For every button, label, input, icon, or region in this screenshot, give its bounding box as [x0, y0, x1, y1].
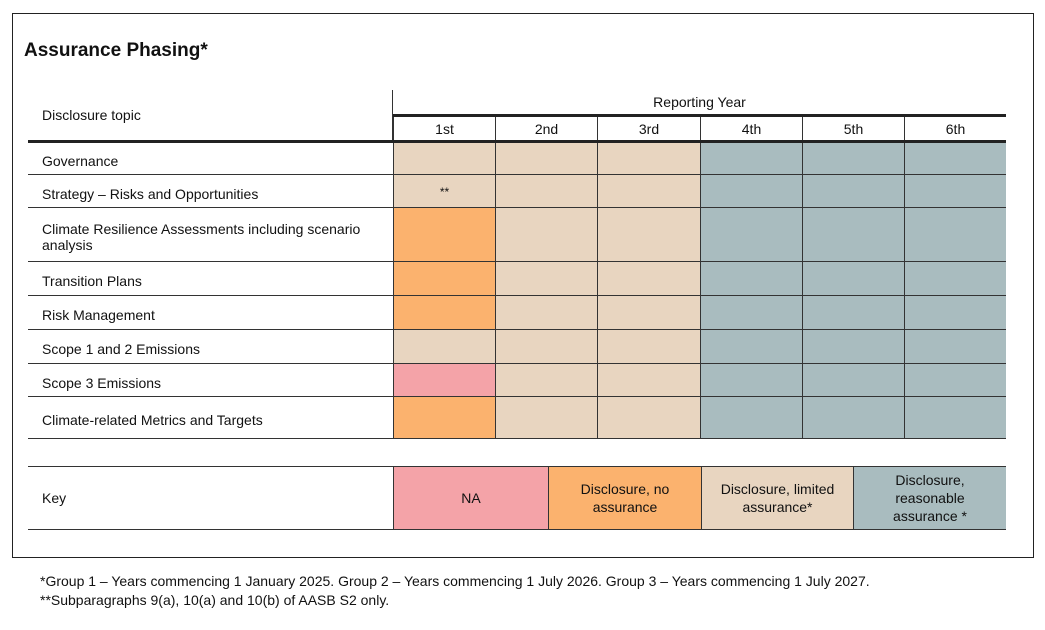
title: Assurance Phasing* — [24, 40, 208, 61]
year-header: 6th — [904, 117, 1006, 140]
cell — [700, 296, 802, 330]
year-header: 1st — [393, 117, 495, 140]
cell — [495, 143, 597, 175]
cell — [393, 330, 495, 364]
year-header: 2nd — [495, 117, 597, 140]
row-label: Climate-related Metrics and Targets — [42, 412, 263, 428]
cell — [802, 262, 904, 296]
row-rule — [28, 329, 1006, 330]
cell — [904, 175, 1006, 208]
key-rule — [28, 529, 1006, 530]
row-label: Climate Resilience Assessments including… — [42, 221, 361, 253]
cell — [597, 397, 700, 439]
cell — [904, 296, 1006, 330]
cell — [700, 364, 802, 397]
cell — [393, 262, 495, 296]
cell — [802, 175, 904, 208]
group-header: Reporting Year — [653, 94, 746, 110]
cell: ** — [393, 175, 495, 208]
header-rule — [28, 140, 1006, 143]
row-label: Scope 3 Emissions — [42, 374, 162, 391]
cell — [700, 330, 802, 364]
cell — [495, 330, 597, 364]
cell — [904, 262, 1006, 296]
row-label: Strategy – Risks and Opportunities — [42, 185, 259, 202]
cell — [700, 143, 802, 175]
cell — [393, 296, 495, 330]
key-cell: Disclosure, limited assurance* — [701, 467, 853, 529]
row-rule — [28, 295, 1006, 296]
row-label: Scope 1 and 2 Emissions — [42, 341, 200, 357]
year-header: 4th — [700, 117, 802, 140]
cell — [802, 397, 904, 439]
cell — [495, 175, 597, 208]
cell — [802, 364, 904, 397]
cell — [802, 330, 904, 364]
cell — [495, 208, 597, 262]
cell — [597, 208, 700, 262]
year-header: 5th — [802, 117, 904, 140]
cell — [700, 262, 802, 296]
row-rule — [28, 261, 1006, 262]
cell — [700, 397, 802, 439]
cell — [904, 208, 1006, 262]
cell — [700, 208, 802, 262]
key-rule — [28, 466, 1006, 467]
footnote: *Group 1 – Years commencing 1 January 20… — [40, 573, 870, 589]
key-cell: NA — [393, 467, 548, 529]
cell — [802, 296, 904, 330]
cell — [597, 296, 700, 330]
cell — [393, 208, 495, 262]
row-label: Governance — [42, 153, 119, 169]
cell — [904, 330, 1006, 364]
cell — [700, 175, 802, 208]
cell — [393, 143, 495, 175]
footnote: **Subparagraphs 9(a), 10(a) and 10(b) of… — [40, 592, 390, 608]
row-label: Transition Plans — [42, 273, 142, 289]
cell — [495, 364, 597, 397]
cell — [393, 364, 495, 397]
row-rule — [28, 363, 1006, 364]
v-rule — [392, 90, 393, 140]
cell — [597, 143, 700, 175]
row-rule — [28, 396, 1006, 397]
year-header: 3rd — [597, 117, 700, 140]
cell — [597, 330, 700, 364]
cell — [904, 364, 1006, 397]
cell — [495, 296, 597, 330]
row-rule — [28, 174, 1006, 175]
cell — [802, 143, 904, 175]
header-rule — [393, 114, 1006, 117]
frame — [12, 13, 1034, 558]
cell — [802, 208, 904, 262]
topic-header: Disclosure topic — [42, 107, 141, 123]
row-rule — [28, 438, 1006, 439]
cell — [597, 364, 700, 397]
row-rule — [28, 207, 1006, 208]
key-label: Key — [42, 490, 67, 506]
cell — [904, 397, 1006, 439]
cell — [495, 262, 597, 296]
key-cell: Disclosure, reasonable assurance * — [853, 467, 1006, 529]
cell — [393, 397, 495, 439]
row-label: Risk Management — [42, 307, 155, 323]
cell — [597, 262, 700, 296]
cell — [495, 397, 597, 439]
key-cell: Disclosure, no assurance — [548, 467, 701, 529]
cell — [904, 143, 1006, 175]
cell — [597, 175, 700, 208]
